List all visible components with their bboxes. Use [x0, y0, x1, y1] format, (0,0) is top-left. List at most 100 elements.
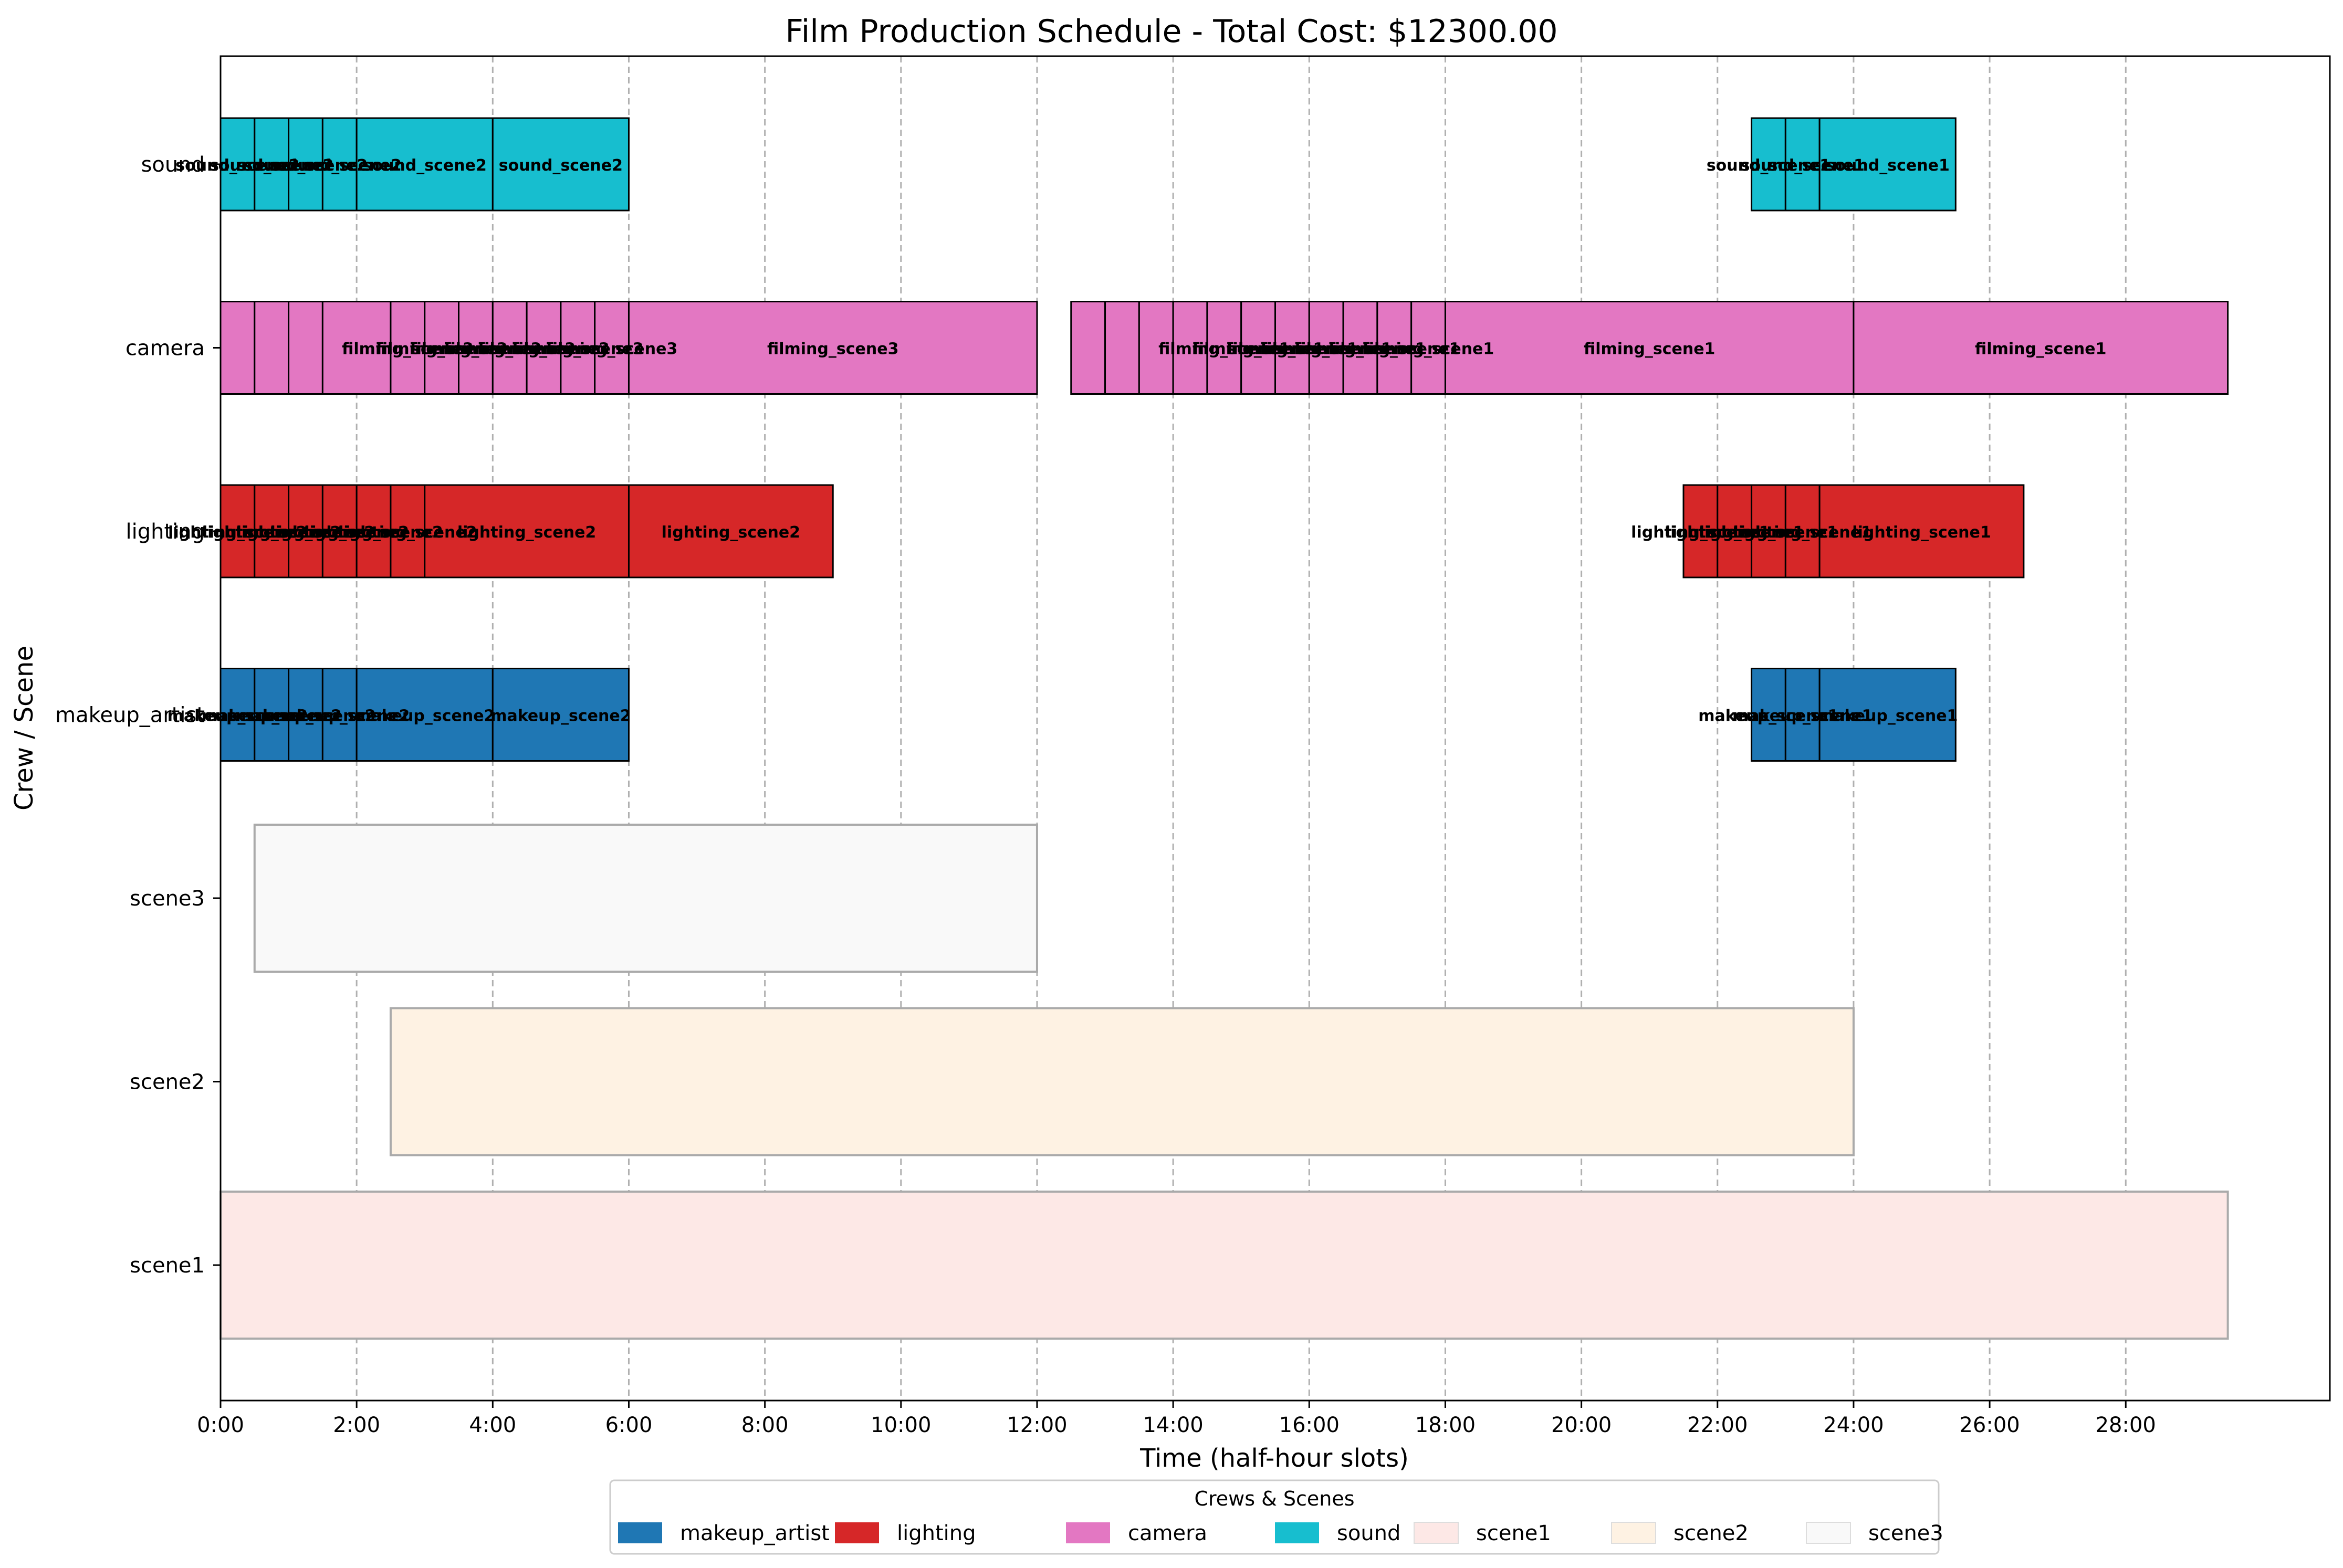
segment-label: filming_scene1 [1260, 340, 1392, 359]
crew-segment-lighting [254, 484, 290, 578]
legend-swatch-makeup_artist [618, 1522, 662, 1543]
segment-label: lighting_scene2 [457, 523, 596, 542]
segment-label: sound_scene1 [1707, 156, 1831, 175]
segment-label: makeup_scene2 [354, 707, 495, 725]
crew-segment-makeup_artist [1818, 668, 1957, 762]
crew-segment-camera [560, 301, 596, 395]
crew-segment-camera [1274, 301, 1310, 395]
crew-segment-lighting [219, 484, 256, 578]
x-axis-label: Time (half-hour slots) [1139, 1444, 1409, 1473]
crew-segment-camera [1104, 301, 1140, 395]
crew-segment-camera [1070, 301, 1106, 395]
crew-segment-camera [1376, 301, 1413, 395]
segment-label: sound_scene2 [175, 156, 299, 175]
crew-segment-sound [254, 117, 290, 212]
crew-segment-lighting [424, 484, 630, 578]
segment-label: sound_scene2 [278, 156, 402, 175]
crew-segment-camera [458, 301, 494, 395]
segment-label: filming_scene3 [546, 340, 677, 359]
legend-label-scene3: scene3 [1868, 1521, 1943, 1545]
crew-segment-camera [1444, 301, 1855, 395]
scene-bar-scene2 [389, 1007, 1855, 1156]
crew-segment-makeup_artist [1751, 668, 1786, 762]
x-tick-label: 18:00 [1415, 1413, 1476, 1437]
segment-label: lighting_scene1 [1631, 523, 1770, 542]
y-axis-ticks: sound camera lighting makeup_artist scene3 sc… [55, 153, 221, 1278]
y-tick-label: lighting [125, 520, 205, 544]
crew-segment-makeup_artist [491, 668, 630, 762]
crew-bars [219, 117, 2229, 762]
crew-segment-camera [288, 301, 323, 395]
y-axis-label: Crew / Scene [9, 646, 39, 811]
segment-label: lighting_scene1 [1852, 523, 1991, 542]
crew-segment-camera [491, 301, 528, 395]
x-tick-label: 0:00 [197, 1413, 244, 1437]
x-tick-label: 4:00 [469, 1413, 516, 1437]
segment-label: sound_scene2 [210, 156, 333, 175]
x-tick-label: 20:00 [1551, 1413, 1612, 1437]
x-tick-label: 8:00 [741, 1413, 789, 1437]
segment-label: lighting_scene1 [1665, 523, 1804, 542]
crew-segment-camera [219, 301, 256, 395]
segment-label: makeup_scene1 [1732, 707, 1873, 725]
segment-label: filming_scene3 [410, 340, 541, 359]
y-tick-label: scene2 [130, 1070, 205, 1095]
crew-segment-sound [491, 117, 630, 212]
segment-label: lighting_scene2 [236, 523, 375, 542]
segment-label: makeup_scene2 [269, 707, 410, 725]
x-tick-label: 14:00 [1143, 1413, 1203, 1437]
y-tick-label: makeup_artist [55, 703, 205, 728]
legend-label-lighting: lighting [897, 1521, 976, 1545]
x-tick-label: 12:00 [1007, 1413, 1067, 1437]
x-tick-label: 10:00 [871, 1413, 931, 1437]
crew-segment-lighting [1818, 484, 2025, 578]
crew-segment-camera [1172, 301, 1208, 395]
crew-segment-makeup_artist [288, 668, 323, 762]
plot-frame [219, 55, 2331, 1402]
y-tick-label: sound [141, 153, 205, 177]
segment-label: filming_scene1 [1975, 340, 2106, 359]
segment-label: filming_scene1 [1584, 340, 1715, 359]
legend-label-scene2: scene2 [1673, 1521, 1749, 1545]
crew-segment-makeup_artist [321, 668, 358, 762]
crew-segment-camera [1342, 301, 1378, 395]
legend-box [609, 1479, 1940, 1555]
segment-label: makeup_scene2 [490, 707, 631, 725]
segment-label: lighting_scene1 [1699, 523, 1838, 542]
legend-label-sound: sound [1337, 1521, 1400, 1545]
crew-segment-camera [390, 301, 426, 395]
segment-label: makeup_scene1 [1698, 707, 1838, 725]
crew-segment-lighting [1682, 484, 1719, 578]
segment-label: sound_scene1 [1826, 156, 1950, 175]
crew-segment-sound [1784, 117, 1821, 212]
crew-segment-camera [424, 301, 460, 395]
legend-swatch-sound [1275, 1522, 1319, 1543]
segment-labels: sound_scene2sound_scene2sound_scene2soun… [168, 156, 2107, 725]
crew-segment-makeup_artist [1784, 668, 1821, 762]
segment-label: filming_scene3 [444, 340, 575, 359]
segment-label: filming_scene3 [342, 340, 473, 359]
segment-label: filming_scene1 [1158, 340, 1290, 359]
scene-bar-scene1 [219, 1191, 2229, 1340]
x-tick-label: 22:00 [1687, 1413, 1748, 1437]
legend-swatch-scene3 [1806, 1522, 1851, 1544]
legend-entries: makeup_artist lighting camera sound scene1 sc… [618, 1521, 1943, 1545]
crew-segment-makeup_artist [355, 668, 494, 762]
legend-swatch-camera [1066, 1522, 1110, 1543]
x-tick-label: 28:00 [2096, 1413, 2156, 1437]
segment-label: sound_scene2 [363, 156, 487, 175]
crew-segment-camera [1410, 301, 1446, 395]
crew-segment-camera [1853, 301, 2229, 395]
crew-segment-makeup_artist [219, 668, 256, 762]
segment-label: filming_scene3 [478, 340, 609, 359]
legend-swatch-scene2 [1611, 1522, 1656, 1544]
crew-segment-lighting [627, 484, 834, 578]
segment-label: filming_scene1 [1363, 340, 1494, 359]
segment-label: lighting_scene2 [338, 523, 477, 542]
crew-segment-camera [254, 301, 290, 395]
crew-segment-lighting [355, 484, 392, 578]
y-tick-label: scene3 [130, 887, 205, 911]
scene-bar-scene3 [253, 824, 1038, 973]
crew-segment-sound [1818, 117, 1957, 212]
legend: Crews & Scenes makeup_artist lighting came… [609, 1479, 1943, 1555]
